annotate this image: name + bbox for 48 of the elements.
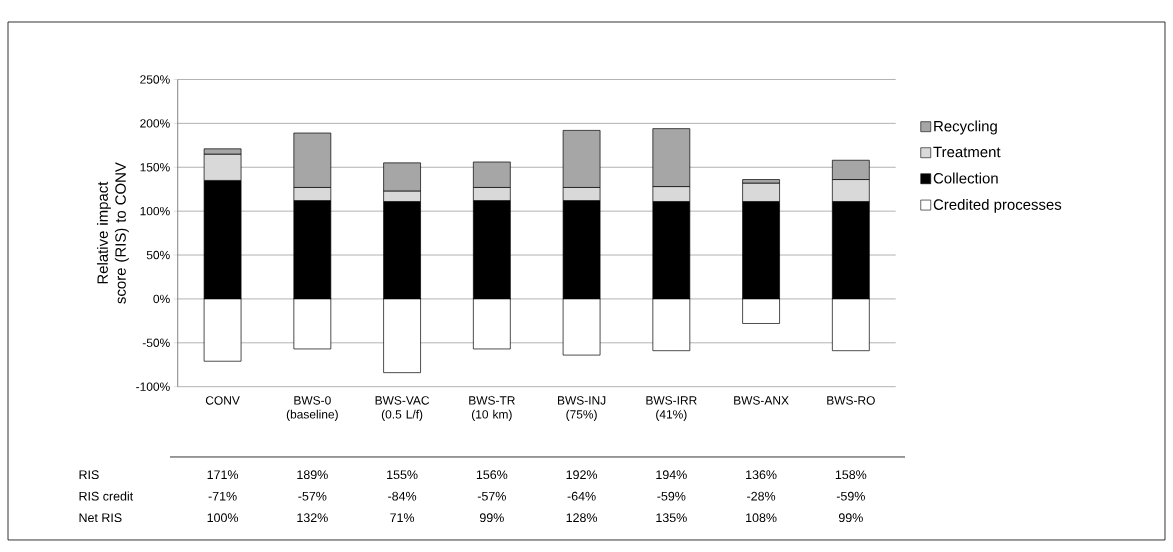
text: RIS xyxy=(79,470,99,480)
data-label: -57% xyxy=(477,491,506,501)
y-tick-label: 250% xyxy=(140,75,170,84)
data-label: -64% xyxy=(567,491,596,501)
text: 99% xyxy=(479,513,504,523)
text: Net RIS xyxy=(79,513,122,523)
text: 194% xyxy=(656,470,687,480)
x-tick-label: BWS-RO xyxy=(827,396,875,405)
y-tick-label: 100% xyxy=(140,206,170,216)
y-tick-label: 0% xyxy=(153,294,170,304)
text: 156% xyxy=(476,470,508,480)
x-tick-label: BWS-0 (baseline) xyxy=(286,396,338,421)
text: 189% xyxy=(297,470,328,480)
x-tick-label: CONV xyxy=(205,396,240,405)
text: 128% xyxy=(566,513,598,523)
data-label: -59% xyxy=(657,491,686,501)
data-label: -71% xyxy=(208,491,237,501)
legend-label: Collection xyxy=(933,172,998,184)
data-label: -59% xyxy=(836,491,865,501)
text: 158% xyxy=(835,470,867,480)
text: RIS credit xyxy=(79,491,134,501)
text: 132% xyxy=(297,513,328,523)
legend-label: Treatment xyxy=(933,146,1001,158)
y-tick-label: 150% xyxy=(140,163,170,172)
y-tick-label: -50% xyxy=(142,338,170,348)
x-tick-label: BWS-VAC (0.5 L/f) xyxy=(375,396,430,421)
text: 155% xyxy=(387,470,418,480)
y-axis-title: Relative impact score (RIS) to CONV xyxy=(96,162,129,304)
data-label: -57% xyxy=(298,491,327,501)
text: 192% xyxy=(566,470,598,480)
y-tick-label: -100% xyxy=(136,382,170,391)
text: 136% xyxy=(746,470,777,480)
legend-label: Credited processes xyxy=(933,198,1062,213)
text: 100% xyxy=(207,513,239,523)
x-tick-label: BWS-IRR (41%) xyxy=(646,396,697,421)
data-label: -84% xyxy=(388,491,417,501)
text: 108% xyxy=(746,513,777,523)
text: 99% xyxy=(838,513,863,523)
text: 71% xyxy=(390,513,415,523)
y-tick-label: 200% xyxy=(140,119,170,128)
x-tick-label: BWS-ANX xyxy=(734,396,789,405)
text: 171% xyxy=(207,470,239,480)
legend-label: Recycling xyxy=(934,120,997,135)
x-tick-label: BWS-TR (10 km) xyxy=(469,396,515,421)
data-label: -28% xyxy=(747,491,776,501)
text: 135% xyxy=(656,513,687,523)
x-tick-label: BWS-INJ (75%) xyxy=(558,396,606,421)
y-tick-label: 50% xyxy=(146,250,170,260)
